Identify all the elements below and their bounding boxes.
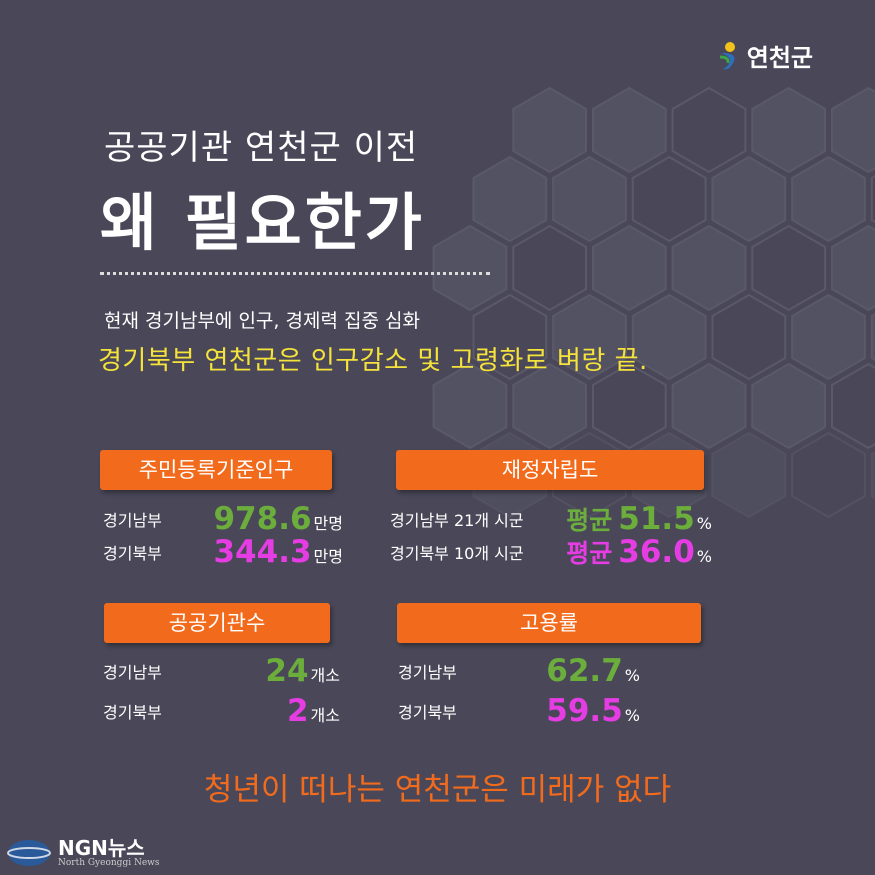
stat-number: 62.7 <box>546 653 623 689</box>
hexagon <box>552 155 627 243</box>
hexagon <box>432 362 508 450</box>
stat-number: 2 <box>286 693 309 729</box>
stat-row: 경기북부 10개 시군 평균 36.0% <box>390 534 712 570</box>
hexagon <box>671 224 747 312</box>
stat-value: 평균 51.5% <box>566 501 712 537</box>
stat-unit: 개소 <box>310 706 340 725</box>
brand-name: NGN뉴스 <box>58 836 145 860</box>
hexagon <box>870 174 875 224</box>
hexagon <box>791 293 866 381</box>
hexagon <box>751 362 827 450</box>
stat-number: 344.3 <box>213 534 312 570</box>
stat-label: 경기북부 <box>103 703 162 722</box>
hexagon <box>831 224 875 312</box>
stat-number: 36.0 <box>618 534 695 570</box>
stat-value: 평균 36.0% <box>566 534 712 570</box>
hexagon <box>592 224 667 312</box>
section-title: 재정자립도 <box>396 450 704 490</box>
logo-text: 연천군 <box>746 44 813 72</box>
stat-label: 경기남부 <box>103 511 162 530</box>
stat-unit: 만명 <box>313 547 343 566</box>
stat-label: 경기북부 <box>398 703 457 722</box>
hexagon <box>671 86 747 174</box>
stat-number: 51.5 <box>618 501 695 537</box>
stat-value: 62.7% <box>546 653 640 689</box>
hexagon <box>831 362 875 450</box>
logo: 연천군 <box>717 38 813 73</box>
hexagon <box>592 362 667 450</box>
divider <box>100 272 490 275</box>
hexagon <box>512 86 587 174</box>
stat-unit: % <box>696 514 712 533</box>
brand-text: NGN뉴스 North Gyeonggi News <box>58 838 159 868</box>
stat-label: 경기북부 <box>103 544 162 563</box>
stat-label: 경기남부 21개 시군 <box>390 511 524 530</box>
hexagon <box>791 431 866 519</box>
brand-sub: North Gyeonggi News <box>58 858 160 868</box>
hexagon <box>751 86 827 174</box>
title-main: 왜 필요한가 <box>100 186 425 259</box>
logo-mark <box>719 41 735 69</box>
stat-unit: % <box>696 547 712 566</box>
stat-row: 경기남부 24 개소 <box>103 653 340 689</box>
stat-prefix: 평균 <box>566 539 613 568</box>
hexagon <box>472 155 548 243</box>
stat-label: 경기남부 <box>398 663 457 682</box>
stat-row: 경기북부 59.5% <box>398 693 640 729</box>
stat-prefix: 평균 <box>566 506 613 535</box>
highlight: 경기북부 연천군은 인구감소 및 고령화로 벼랑 끝. <box>98 346 648 376</box>
stat-row: 경기북부 344.3 만명 <box>103 534 343 570</box>
brand-mark <box>7 840 51 866</box>
stat-value: 978.6 만명 <box>213 501 343 537</box>
hexagon <box>870 450 875 500</box>
stat-unit: % <box>624 666 640 685</box>
hexagon <box>432 224 508 312</box>
stat-unit: 만명 <box>313 514 343 533</box>
stat-unit: % <box>624 706 640 725</box>
section-title: 공공기관수 <box>104 603 330 643</box>
hexagon <box>711 155 787 243</box>
hexagon <box>711 293 787 381</box>
hexagon <box>472 293 548 381</box>
stat-unit: 개소 <box>310 666 340 685</box>
subtitle: 현재 경기남부에 인구, 경제력 집중 심화 <box>104 310 420 332</box>
hexagon <box>631 293 707 381</box>
stat-number: 59.5 <box>546 693 623 729</box>
brand: NGN뉴스 North Gyeonggi News <box>6 838 159 868</box>
stat-number: 24 <box>265 653 309 689</box>
hexagon <box>631 155 707 243</box>
stat-row: 경기북부 2 개소 <box>103 693 340 729</box>
hexagon <box>671 362 747 450</box>
hexagon <box>751 224 827 312</box>
hexagon <box>552 293 627 381</box>
section-title: 주민등록기준인구 <box>100 450 332 490</box>
hexagon <box>592 86 667 174</box>
stat-value: 24 개소 <box>265 653 340 689</box>
hexagon <box>831 86 875 174</box>
stat-label: 경기남부 <box>103 663 162 682</box>
stat-value: 344.3 만명 <box>213 534 343 570</box>
stat-row: 경기남부 978.6 만명 <box>103 501 343 537</box>
stat-label: 경기북부 10개 시군 <box>390 544 524 563</box>
footer-message: 청년이 떠나는 연천군은 미래가 없다 <box>203 772 672 808</box>
title-line: 공공기관 연천군 이전 <box>104 128 419 168</box>
stat-row: 경기남부 21개 시군 평균 51.5% <box>390 501 712 537</box>
stat-value: 2 개소 <box>287 693 340 729</box>
hexagon <box>711 431 787 519</box>
hexagon <box>870 312 875 362</box>
hexagon <box>512 224 587 312</box>
stat-row: 경기남부 62.7% <box>398 653 640 689</box>
stat-number: 978.6 <box>213 501 312 537</box>
section-title: 고용률 <box>397 603 701 643</box>
hexagon <box>791 155 866 243</box>
hexagon <box>512 362 587 450</box>
stat-value: 59.5% <box>546 693 640 729</box>
